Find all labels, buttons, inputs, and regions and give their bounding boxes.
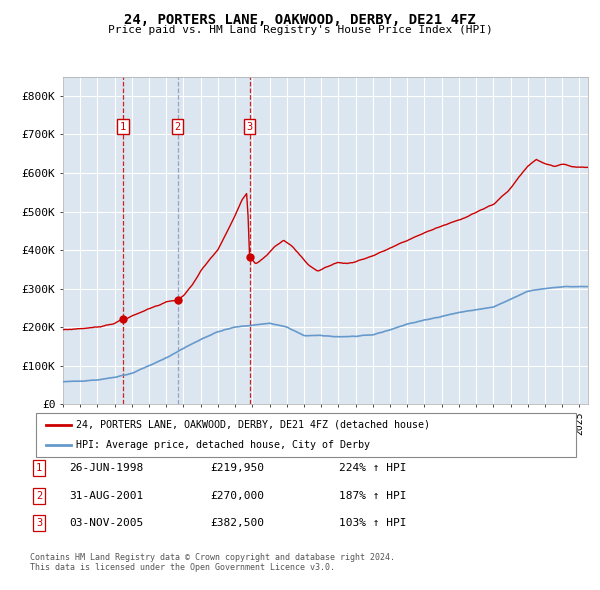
Text: 24, PORTERS LANE, OAKWOOD, DERBY, DE21 4FZ (detached house): 24, PORTERS LANE, OAKWOOD, DERBY, DE21 4… bbox=[77, 420, 431, 430]
Text: £219,950: £219,950 bbox=[210, 463, 264, 473]
Text: Contains HM Land Registry data © Crown copyright and database right 2024.: Contains HM Land Registry data © Crown c… bbox=[30, 553, 395, 562]
Text: 1: 1 bbox=[36, 463, 42, 473]
Text: 3: 3 bbox=[247, 122, 253, 132]
Text: 24, PORTERS LANE, OAKWOOD, DERBY, DE21 4FZ: 24, PORTERS LANE, OAKWOOD, DERBY, DE21 4… bbox=[124, 13, 476, 27]
Text: 3: 3 bbox=[36, 519, 42, 528]
Text: 2: 2 bbox=[36, 491, 42, 500]
Text: 03-NOV-2005: 03-NOV-2005 bbox=[69, 519, 143, 528]
Text: £382,500: £382,500 bbox=[210, 519, 264, 528]
Text: 2: 2 bbox=[175, 122, 181, 132]
Text: 187% ↑ HPI: 187% ↑ HPI bbox=[339, 491, 407, 500]
Text: This data is licensed under the Open Government Licence v3.0.: This data is licensed under the Open Gov… bbox=[30, 563, 335, 572]
Text: Price paid vs. HM Land Registry's House Price Index (HPI): Price paid vs. HM Land Registry's House … bbox=[107, 25, 493, 35]
Text: 1: 1 bbox=[120, 122, 126, 132]
Text: 31-AUG-2001: 31-AUG-2001 bbox=[69, 491, 143, 500]
Text: 26-JUN-1998: 26-JUN-1998 bbox=[69, 463, 143, 473]
Text: HPI: Average price, detached house, City of Derby: HPI: Average price, detached house, City… bbox=[77, 440, 371, 450]
FancyBboxPatch shape bbox=[36, 413, 576, 457]
Text: £270,000: £270,000 bbox=[210, 491, 264, 500]
Text: 103% ↑ HPI: 103% ↑ HPI bbox=[339, 519, 407, 528]
Text: 224% ↑ HPI: 224% ↑ HPI bbox=[339, 463, 407, 473]
